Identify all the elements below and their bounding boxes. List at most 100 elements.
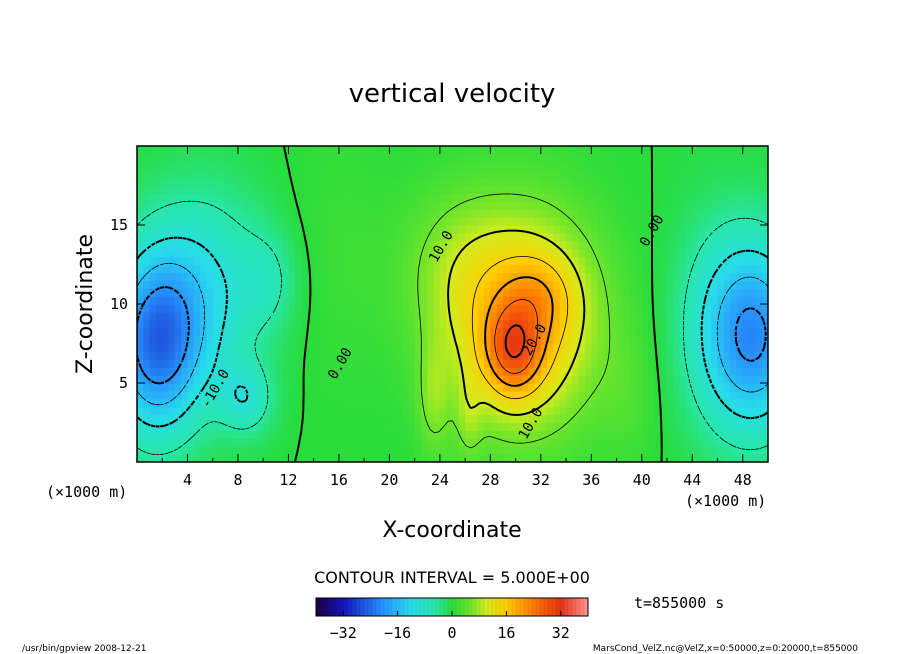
heatmap-cell xyxy=(439,146,447,155)
heatmap-cell xyxy=(332,185,340,194)
heatmap-cell xyxy=(578,209,586,218)
heatmap-cell xyxy=(534,335,542,345)
heatmap-cell xyxy=(685,446,693,455)
heatmap-cell xyxy=(414,327,422,337)
heatmap-cell xyxy=(622,430,630,439)
heatmap-cell xyxy=(200,375,208,384)
heatmap-cell xyxy=(414,217,422,226)
heatmap-cell xyxy=(622,422,630,431)
heatmap-cell xyxy=(679,193,687,202)
heatmap-cell xyxy=(206,383,214,392)
heatmap-cell xyxy=(711,280,719,289)
heatmap-cell xyxy=(502,311,510,321)
heatmap-cell xyxy=(326,359,334,368)
heatmap-cell xyxy=(414,430,422,439)
heatmap-cell xyxy=(250,177,258,187)
heatmap-cell xyxy=(597,177,605,187)
heatmap-cell xyxy=(237,406,245,416)
heatmap-cell xyxy=(288,319,296,329)
heatmap-cell xyxy=(206,430,214,439)
colorbar-cell xyxy=(387,597,393,617)
heatmap-cell xyxy=(149,272,157,281)
heatmap-cell xyxy=(578,146,586,155)
heatmap-cell xyxy=(181,280,189,289)
heatmap-cell xyxy=(484,185,491,194)
heatmap-cell xyxy=(559,359,567,368)
heatmap-cell xyxy=(338,406,346,416)
heatmap-cell xyxy=(749,390,756,400)
heatmap-cell xyxy=(149,248,157,258)
heatmap-cell xyxy=(685,209,693,218)
heatmap-cell xyxy=(585,335,592,345)
heatmap-cell xyxy=(711,414,719,424)
heatmap-cell xyxy=(187,177,195,187)
heatmap-cell xyxy=(137,264,144,273)
heatmap-cell xyxy=(490,422,498,431)
heatmap-cell xyxy=(723,201,731,210)
heatmap-cell xyxy=(244,446,252,455)
heatmap-cell xyxy=(610,327,618,337)
heatmap-cell xyxy=(282,209,290,218)
heatmap-cell xyxy=(345,438,353,447)
heatmap-cell xyxy=(755,311,763,321)
heatmap-cell xyxy=(313,169,321,179)
colorbar-cell xyxy=(567,597,573,617)
heatmap-cell xyxy=(332,146,340,155)
heatmap-cell xyxy=(364,390,372,400)
heatmap-cell xyxy=(345,351,353,360)
heatmap-cell xyxy=(402,343,409,352)
heatmap-cell xyxy=(187,201,195,210)
heatmap-cell xyxy=(137,217,144,226)
heatmap-cell xyxy=(225,383,233,392)
heatmap-cell xyxy=(660,193,668,202)
heatmap-cell xyxy=(446,414,454,424)
heatmap-cell xyxy=(484,264,491,273)
heatmap-cell xyxy=(149,454,157,462)
heatmap-cell xyxy=(313,327,321,337)
heatmap-cell xyxy=(484,288,491,297)
heatmap-cell xyxy=(402,146,409,155)
heatmap-cell xyxy=(572,296,580,305)
heatmap-cell xyxy=(313,414,321,424)
heatmap-cell xyxy=(162,327,170,337)
heatmap-cell xyxy=(206,414,214,424)
heatmap-cell xyxy=(559,438,567,447)
heatmap-cell xyxy=(597,240,605,250)
heatmap-cell xyxy=(610,335,618,345)
heatmap-cell xyxy=(219,343,226,352)
heatmap-cell xyxy=(332,311,340,321)
heatmap-cell xyxy=(307,375,315,384)
heatmap-cell xyxy=(219,335,226,345)
heatmap-cell xyxy=(521,422,529,431)
heatmap-cell xyxy=(749,185,756,194)
heatmap-cell xyxy=(446,335,454,345)
heatmap-cell xyxy=(383,272,390,281)
heatmap-cell xyxy=(269,272,277,281)
heatmap-cell xyxy=(484,422,491,431)
heatmap-cell xyxy=(509,177,517,187)
heatmap-cell xyxy=(307,383,315,392)
heatmap-cell xyxy=(408,280,416,289)
heatmap-cell xyxy=(155,359,163,368)
heatmap-cell xyxy=(585,383,592,392)
heatmap-cell xyxy=(351,264,359,273)
heatmap-cell xyxy=(282,383,290,392)
heatmap-cell xyxy=(635,153,643,163)
heatmap-cell xyxy=(471,375,479,384)
heatmap-cell xyxy=(402,217,409,226)
heatmap-cell xyxy=(730,367,738,376)
heatmap-cell xyxy=(458,177,466,187)
heatmap-cell xyxy=(578,201,586,210)
heatmap-cell xyxy=(452,288,460,297)
heatmap-cell xyxy=(534,193,542,202)
heatmap-cell xyxy=(395,240,403,250)
heatmap-cell xyxy=(244,311,252,321)
heatmap-cell xyxy=(603,343,611,352)
heatmap-cell xyxy=(566,193,573,202)
heatmap-cell xyxy=(149,335,157,345)
heatmap-cell xyxy=(219,161,226,171)
heatmap-cell xyxy=(370,343,378,352)
heatmap-cell xyxy=(755,454,763,462)
heatmap-cell xyxy=(610,153,618,163)
heatmap-cell xyxy=(692,146,700,155)
